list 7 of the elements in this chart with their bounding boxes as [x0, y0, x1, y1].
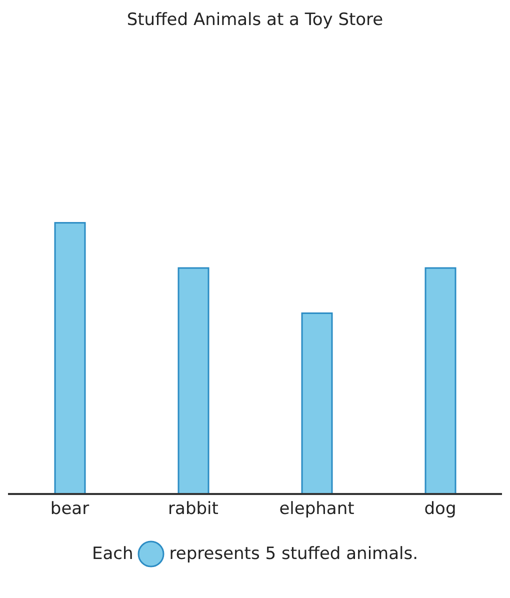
text: Each [92, 544, 134, 564]
text: represents 5 stuffed animals. [169, 544, 418, 564]
x-tick-label: dog [424, 499, 456, 520]
chart-title: Stuffed Animals at a Toy Store [126, 10, 384, 30]
x-tick-label: rabbit [168, 499, 219, 520]
x-tick-label: bear [50, 499, 90, 520]
x-tick-label: elephant [279, 499, 355, 520]
